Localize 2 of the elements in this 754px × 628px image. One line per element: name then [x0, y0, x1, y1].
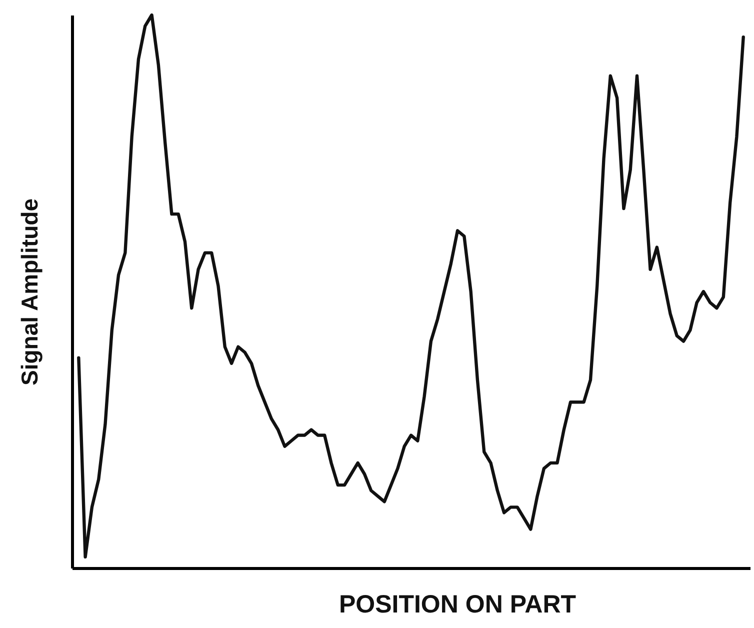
x-axis-title: POSITION ON PART [338, 590, 576, 618]
y-axis-title: Signal Amplitude [16, 198, 42, 386]
